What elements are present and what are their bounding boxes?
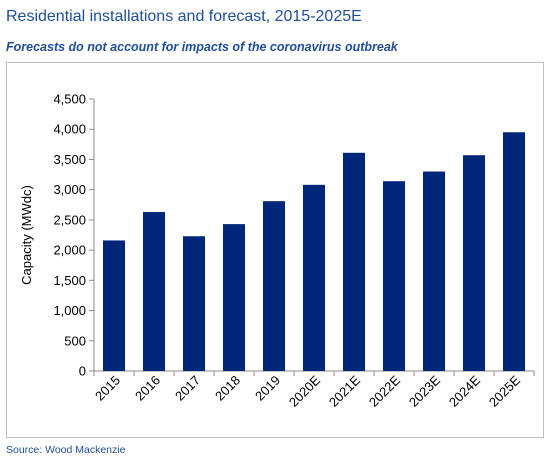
bar-2023E [423, 171, 445, 371]
chart-title: Residential installations and forecast, … [6, 8, 362, 25]
x-tick-label: 2023E [406, 372, 443, 409]
y-tick-label: 2,500 [53, 212, 86, 227]
y-tick-label: 3,500 [53, 152, 86, 167]
bar-chart: 0 500 1,000 1,500 2,000 2,500 3,000 3,500 4,000 4… [19, 92, 535, 410]
y-tick-label: 3,000 [53, 182, 86, 197]
chart-frame: 0 500 1,000 1,500 2,000 2,500 3,000 3,500 4,000 4… [6, 62, 544, 438]
bar-2017 [183, 236, 205, 371]
y-tick-label: 0 [79, 364, 86, 379]
bars [103, 132, 525, 371]
x-tick-label: 2020E [286, 372, 323, 409]
y-tick-label: 1,000 [53, 303, 86, 318]
bar-2015 [103, 240, 125, 371]
x-tick-label: 2018 [212, 373, 243, 404]
x-tick-label: 2021E [326, 372, 363, 409]
bar-2025E [503, 132, 525, 371]
bar-2020E [303, 184, 325, 371]
x-tick-label: 2017 [172, 373, 203, 404]
bar-2024E [463, 155, 485, 371]
x-axis: 2015 2016 2017 2018 2019 2020E 2021E 2022E 2023E… [92, 370, 535, 410]
x-tick-label: 2015 [92, 373, 123, 404]
x-tick-label: 2025E [486, 372, 523, 409]
x-tick-label: 2016 [132, 373, 163, 404]
y-axis: 0 500 1,000 1,500 2,000 2,500 3,000 3,500 4,000 4… [53, 92, 95, 379]
bar-2022E [383, 181, 405, 371]
y-tick-label: 500 [64, 333, 86, 348]
x-tick-label: 2024E [446, 372, 483, 409]
y-tick-label: 2,000 [53, 243, 86, 258]
x-tick-label: 2019 [252, 373, 283, 404]
source-note: Source: Wood Mackenzie [6, 444, 126, 456]
bar-2019 [263, 201, 285, 371]
x-tick-label: 2022E [366, 372, 403, 409]
y-tick-label: 4,000 [53, 122, 86, 137]
y-tick-label: 1,500 [53, 273, 86, 288]
bar-2021E [343, 152, 365, 371]
chart-subtitle: Forecasts do not account for impacts of … [6, 40, 398, 54]
bar-2018 [223, 224, 245, 371]
y-axis-label: Capacity (MWdc) [19, 185, 34, 285]
bar-2016 [143, 212, 165, 371]
y-tick-label: 4,500 [53, 92, 86, 107]
